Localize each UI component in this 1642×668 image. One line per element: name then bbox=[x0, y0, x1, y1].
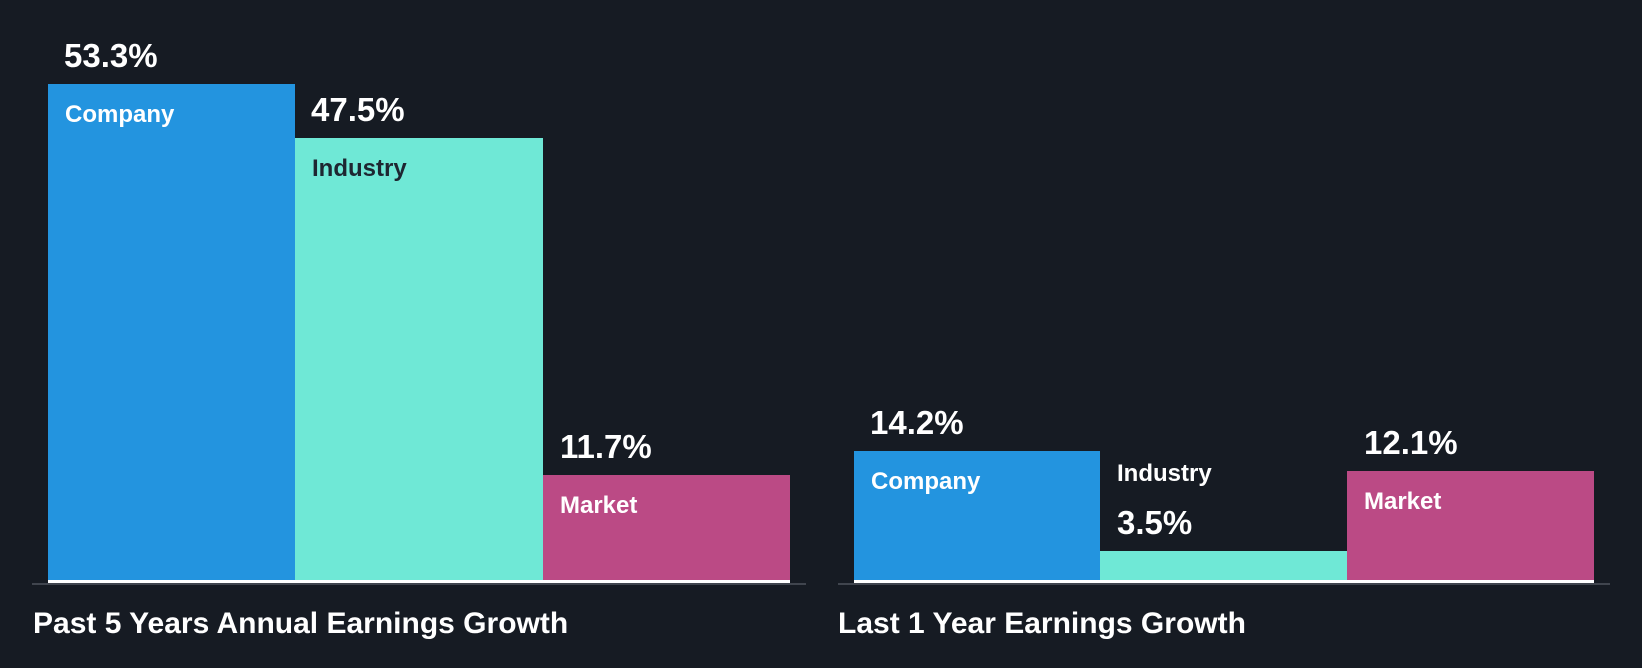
x-axis-line bbox=[838, 583, 1610, 585]
bar-company: Company bbox=[854, 451, 1100, 583]
bar-baseline bbox=[48, 580, 295, 583]
chart-title: Last 1 Year Earnings Growth bbox=[838, 607, 1246, 640]
bar-baseline bbox=[1347, 580, 1594, 583]
value-label-market: 12.1% bbox=[1364, 424, 1458, 461]
bar-baseline bbox=[1100, 580, 1347, 583]
chart-title: Past 5 Years Annual Earnings Growth bbox=[33, 607, 569, 640]
bar-industry bbox=[1100, 551, 1347, 583]
value-label-company: 14.2% bbox=[870, 404, 964, 441]
bar-market: Market bbox=[1347, 471, 1594, 583]
bar-market: Market bbox=[543, 475, 790, 583]
bar-label-industry: Industry bbox=[1117, 460, 1212, 487]
bar-baseline bbox=[543, 580, 790, 583]
bar-industry: Industry bbox=[295, 138, 543, 583]
bar-company: Company bbox=[48, 84, 295, 583]
bar-label-industry: Industry bbox=[312, 155, 407, 182]
bar-label-market: Market bbox=[560, 492, 638, 519]
past-5-years-chart: Company 53.3% Industry 47.5% Market 11.7… bbox=[0, 0, 820, 668]
value-label-industry: 3.5% bbox=[1117, 504, 1193, 541]
bar-label-market: Market bbox=[1364, 488, 1442, 515]
value-label-market: 11.7% bbox=[560, 428, 652, 465]
bar-label-company: Company bbox=[65, 101, 175, 128]
bar-baseline bbox=[854, 580, 1100, 583]
x-axis-line bbox=[32, 583, 806, 585]
value-label-company: 53.3% bbox=[64, 37, 158, 74]
value-label-industry: 47.5% bbox=[311, 91, 405, 128]
bar-label-company: Company bbox=[871, 468, 981, 495]
bar-baseline bbox=[295, 580, 543, 583]
